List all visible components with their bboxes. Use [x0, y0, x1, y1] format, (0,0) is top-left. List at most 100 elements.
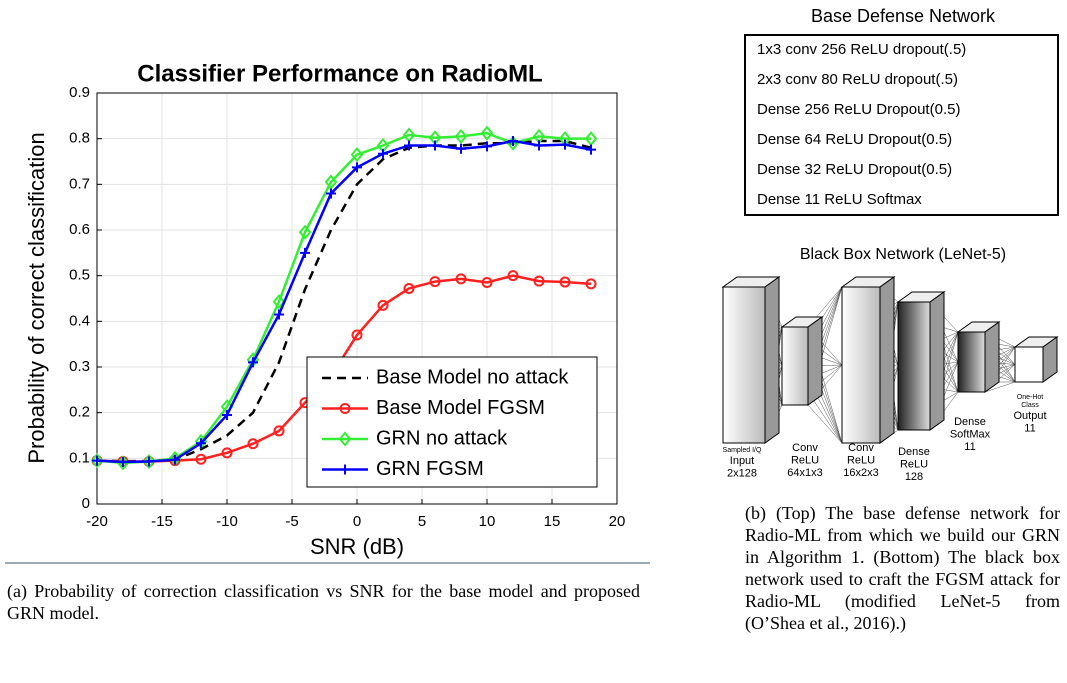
connection	[807, 404, 843, 444]
layer-label: 64x1x3	[787, 467, 822, 479]
layer-label: Output	[1013, 410, 1046, 422]
marker	[480, 125, 494, 141]
marker	[560, 139, 570, 150]
caption-b: (b) (Top) The base defense network for R…	[745, 503, 1060, 633]
marker	[142, 453, 156, 470]
layer-label: 128	[905, 471, 923, 483]
marker	[273, 425, 285, 437]
marker	[196, 438, 206, 449]
marker	[455, 273, 467, 285]
table-row: 2x3 conv 80 ReLU dropout(.5)	[757, 71, 958, 88]
y-tick-label: 0.4	[69, 312, 90, 329]
marker	[404, 140, 414, 151]
layer-label: ReLU	[900, 458, 928, 470]
x-tick-label: 15	[544, 513, 561, 530]
table-row: 1x3 conv 256 ReLU dropout(.5)	[757, 41, 966, 58]
marker	[300, 247, 310, 258]
layer-side	[929, 291, 945, 431]
marker	[339, 403, 351, 414]
y-tick-label: 0.9	[69, 84, 90, 101]
marker	[482, 141, 492, 152]
marker	[247, 438, 259, 450]
y-tick-label: 0.7	[69, 175, 90, 192]
marker	[508, 135, 518, 146]
legend-label: Base Model no attack	[376, 366, 569, 388]
layer-note: One-Hot	[1017, 394, 1044, 401]
layer-front	[781, 326, 809, 406]
marker	[324, 174, 338, 190]
marker	[338, 431, 352, 447]
marker	[456, 143, 466, 154]
axes-box	[96, 92, 618, 505]
marker	[340, 464, 350, 475]
marker	[92, 455, 102, 466]
x-tick-label: 20	[609, 513, 626, 530]
marker	[559, 276, 571, 288]
marker	[248, 357, 258, 368]
layer-side	[984, 321, 1000, 393]
layer-label: Input	[730, 455, 754, 467]
layer-note: Sampled I/Q	[723, 447, 762, 454]
marker	[90, 453, 104, 469]
table-row: Dense 11 ReLU Softmax	[757, 191, 922, 208]
layer-label: 11	[964, 441, 975, 453]
marker	[144, 456, 154, 467]
marker	[118, 456, 128, 467]
marker	[222, 409, 232, 420]
marker	[533, 275, 545, 287]
layer-front	[1014, 346, 1044, 383]
y-axis-label: Probability of correct classification	[24, 132, 49, 463]
y-tick-label: 0.3	[69, 358, 90, 375]
table-row: Dense 32 ReLU Dropout(0.5)	[757, 161, 952, 178]
marker	[429, 276, 441, 288]
x-tick-label: 5	[418, 513, 426, 530]
marker	[298, 224, 312, 240]
layer-label: 11	[1024, 422, 1035, 434]
layer-front	[841, 286, 881, 444]
x-tick-label: -20	[86, 513, 108, 530]
marker	[274, 309, 284, 320]
marker	[378, 148, 388, 159]
x-tick-label: -5	[285, 513, 298, 530]
layer-label: Conv	[792, 442, 818, 454]
diagram-title: Black Box Network (LeNet-5)	[800, 246, 1006, 263]
connection	[984, 381, 1016, 393]
table-row: Dense 256 ReLU Dropout(0.5)	[757, 101, 960, 118]
y-tick-label: 0.1	[69, 449, 90, 466]
y-tick-label: 0	[82, 495, 90, 512]
table-box	[744, 34, 1059, 216]
y-tick-label: 0.5	[69, 267, 90, 284]
x-tick-label: -15	[151, 513, 173, 530]
layer-label: Dense	[898, 446, 930, 458]
x-tick-label: -10	[216, 513, 238, 530]
legend-label: GRN no attack	[376, 427, 508, 449]
chart-title: Classifier Performance on RadioML	[137, 60, 542, 87]
layer-label: ReLU	[791, 454, 819, 466]
layer-side	[764, 276, 780, 444]
marker	[221, 447, 233, 459]
marker	[507, 270, 519, 282]
marker	[585, 278, 597, 290]
marker	[195, 453, 207, 465]
marker	[351, 329, 363, 341]
marker	[534, 140, 544, 151]
layer-front	[957, 331, 986, 393]
layer-side	[879, 276, 895, 444]
marker	[430, 140, 440, 151]
marker	[481, 277, 493, 289]
marker	[377, 299, 389, 311]
layer-front	[722, 286, 766, 444]
table-row: Dense 64 ReLU Dropout(0.5)	[757, 131, 952, 148]
marker	[326, 188, 336, 199]
marker	[350, 147, 364, 163]
marker	[454, 128, 468, 144]
layer-label: Conv	[848, 442, 874, 454]
marker	[352, 162, 362, 173]
marker	[586, 144, 596, 155]
layer-label: SoftMax	[950, 428, 991, 440]
x-axis-label: SNR (dB)	[310, 534, 404, 559]
marker	[272, 294, 286, 310]
layer-front	[897, 301, 931, 431]
